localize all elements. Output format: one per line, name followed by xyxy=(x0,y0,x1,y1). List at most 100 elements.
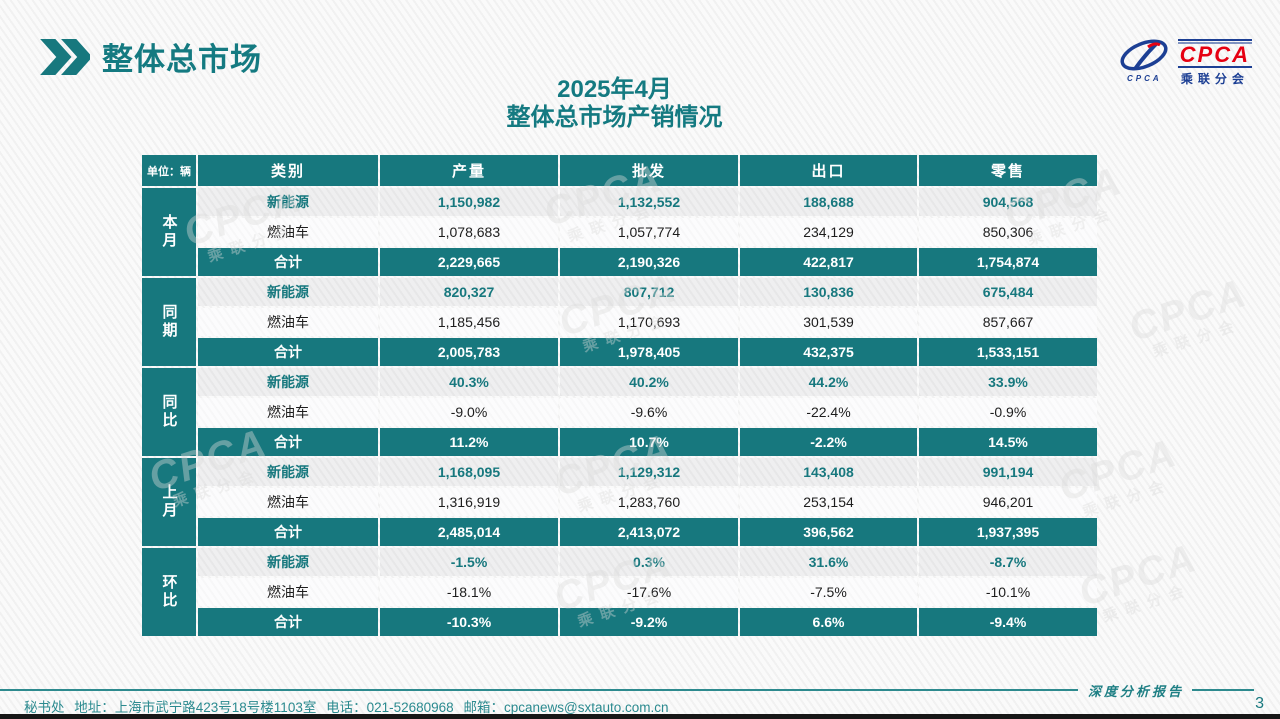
table-cell-value: 422,817 xyxy=(740,248,917,276)
table-cell-value: -22.4% xyxy=(740,398,917,426)
table-cell-value: -10.3% xyxy=(380,608,558,636)
footer-email-label: 邮箱： xyxy=(463,700,504,715)
table-cell-value: -9.4% xyxy=(919,608,1097,636)
table-cell-category: 合计 xyxy=(198,248,378,276)
table-cell-value: 253,154 xyxy=(740,488,917,516)
table-cell-value: 2,005,783 xyxy=(380,338,558,366)
table-cell-category: 燃油车 xyxy=(198,308,378,336)
unit-label: 单位：辆 xyxy=(142,155,196,186)
table-cell-value: 1,168,095 xyxy=(380,458,558,486)
table-cell-value: 904,568 xyxy=(919,188,1097,216)
table-cell-value: 40.3% xyxy=(380,368,558,396)
table-cell-value: 1,170,693 xyxy=(560,308,738,336)
table-cell-value: 11.2% xyxy=(380,428,558,456)
table-cell-value: 143,408 xyxy=(740,458,917,486)
footer-email: cpcanews@sxtauto.com.cn xyxy=(503,700,669,715)
report-type-label: 深度分析报告 xyxy=(1087,685,1184,700)
table-cell-value: 1,078,683 xyxy=(380,218,558,246)
page-title: 整体总市场 xyxy=(102,42,262,77)
footer-divider-right xyxy=(1192,689,1254,691)
table-cell-value: -2.2% xyxy=(740,428,917,456)
table-cell-category: 燃油车 xyxy=(198,398,378,426)
column-header-production: 产量 xyxy=(380,155,558,186)
table-cell-value: 432,375 xyxy=(740,338,917,366)
table-cell-value: 2,190,326 xyxy=(560,248,738,276)
row-group-label: 环比 xyxy=(142,548,196,636)
column-header-category: 类别 xyxy=(198,155,378,186)
table-cell-value: 1,316,919 xyxy=(380,488,558,516)
table-cell-value: 44.2% xyxy=(740,368,917,396)
table-cell-category: 新能源 xyxy=(198,368,378,396)
table-title: 2025年4月 整体总市场产销情况 xyxy=(142,76,1087,133)
cpca-org-name: 乘联分会 xyxy=(1180,71,1249,86)
footer-contact: 秘书处 地址：上海市武宁路423号18号楼1103室 电话：021-526809… xyxy=(24,696,675,716)
table-cell-value: 14.5% xyxy=(919,428,1097,456)
market-table: 单位：辆 类别 产量 批发 出口 零售 本月 新能源 1,150,982 1,132,552 188… xyxy=(142,155,1097,636)
cpca-logo-mark-icon: CPCA xyxy=(1118,36,1172,89)
table-cell-value: 6.6% xyxy=(740,608,917,636)
footer-phone: 021-52680968 xyxy=(366,700,454,715)
column-header-wholesale: 批发 xyxy=(560,155,738,186)
table-cell-value: 234,129 xyxy=(740,218,917,246)
logo-mark-caption: CPCA xyxy=(1127,74,1162,83)
page-number: 3 xyxy=(1255,695,1264,712)
table-cell-value: 33.9% xyxy=(919,368,1097,396)
column-header-retail: 零售 xyxy=(919,155,1097,186)
footer-address-label: 地址： xyxy=(74,700,115,715)
table-cell-value: 675,484 xyxy=(919,278,1097,306)
table-cell-value: 0.3% xyxy=(560,548,738,576)
table-cell-value: 807,712 xyxy=(560,278,738,306)
table-cell-category: 燃油车 xyxy=(198,578,378,606)
table-cell-category: 合计 xyxy=(198,518,378,546)
table-cell-value: 820,327 xyxy=(380,278,558,306)
table-cell-value: -9.6% xyxy=(560,398,738,426)
table-cell-value: 1,283,760 xyxy=(560,488,738,516)
table-title-text: 整体总市场产销情况 xyxy=(506,104,723,131)
table-cell-value: 946,201 xyxy=(919,488,1097,516)
table-cell-value: -0.9% xyxy=(919,398,1097,426)
table-cell-value: 1,533,151 xyxy=(919,338,1097,366)
table-cell-value: -17.6% xyxy=(560,578,738,606)
table-cell-category: 合计 xyxy=(198,338,378,366)
table-cell-value: 1,150,982 xyxy=(380,188,558,216)
table-cell-value: 1,185,456 xyxy=(380,308,558,336)
slide-header: 整体总市场 xyxy=(34,34,262,79)
watermark-cpca: CPCA 乘联分会 xyxy=(1123,270,1253,361)
table-cell-value: 1,057,774 xyxy=(560,218,738,246)
table-cell-value: 1,129,312 xyxy=(560,458,738,486)
table-cell-value: 188,688 xyxy=(740,188,917,216)
footer-divider-left xyxy=(0,689,1078,691)
table-cell-value: -1.5% xyxy=(380,548,558,576)
table-cell-value: -8.7% xyxy=(919,548,1097,576)
table-cell-value: 301,539 xyxy=(740,308,917,336)
table-cell-value: -9.0% xyxy=(380,398,558,426)
table-cell-value: -7.5% xyxy=(740,578,917,606)
bottom-bar xyxy=(0,714,1280,719)
table-cell-category: 新能源 xyxy=(198,458,378,486)
table-cell-category: 燃油车 xyxy=(198,218,378,246)
table-cell-value: 396,562 xyxy=(740,518,917,546)
column-header-export: 出口 xyxy=(740,155,917,186)
table-cell-value: 850,306 xyxy=(919,218,1097,246)
table-cell-value: 1,978,405 xyxy=(560,338,738,366)
footer-address: 上海市武宁路423号18号楼1103室 xyxy=(114,700,317,715)
table-cell-value: 1,937,395 xyxy=(919,518,1097,546)
table-cell-category: 燃油车 xyxy=(198,488,378,516)
table-title-month: 2025年4月 xyxy=(557,76,672,103)
table-cell-value: 991,194 xyxy=(919,458,1097,486)
table-cell-value: 2,229,665 xyxy=(380,248,558,276)
cpca-logo: CPCA CPCA 乘联分会 xyxy=(1118,36,1253,89)
row-group-label: 同期 xyxy=(142,278,196,366)
table-cell-value: 1,132,552 xyxy=(560,188,738,216)
footer-secretariat: 秘书处 xyxy=(24,700,65,715)
table-cell-category: 新能源 xyxy=(198,278,378,306)
double-chevron-icon xyxy=(34,38,90,76)
row-group-label: 上月 xyxy=(142,458,196,546)
table-cell-category: 新能源 xyxy=(198,548,378,576)
table-cell-value: 857,667 xyxy=(919,308,1097,336)
cpca-logo-text: CPCA xyxy=(1179,41,1250,67)
table-cell-category: 新能源 xyxy=(198,188,378,216)
table-cell-category: 合计 xyxy=(198,428,378,456)
table-cell-value: 1,754,874 xyxy=(919,248,1097,276)
table-cell-value: 10.7% xyxy=(560,428,738,456)
